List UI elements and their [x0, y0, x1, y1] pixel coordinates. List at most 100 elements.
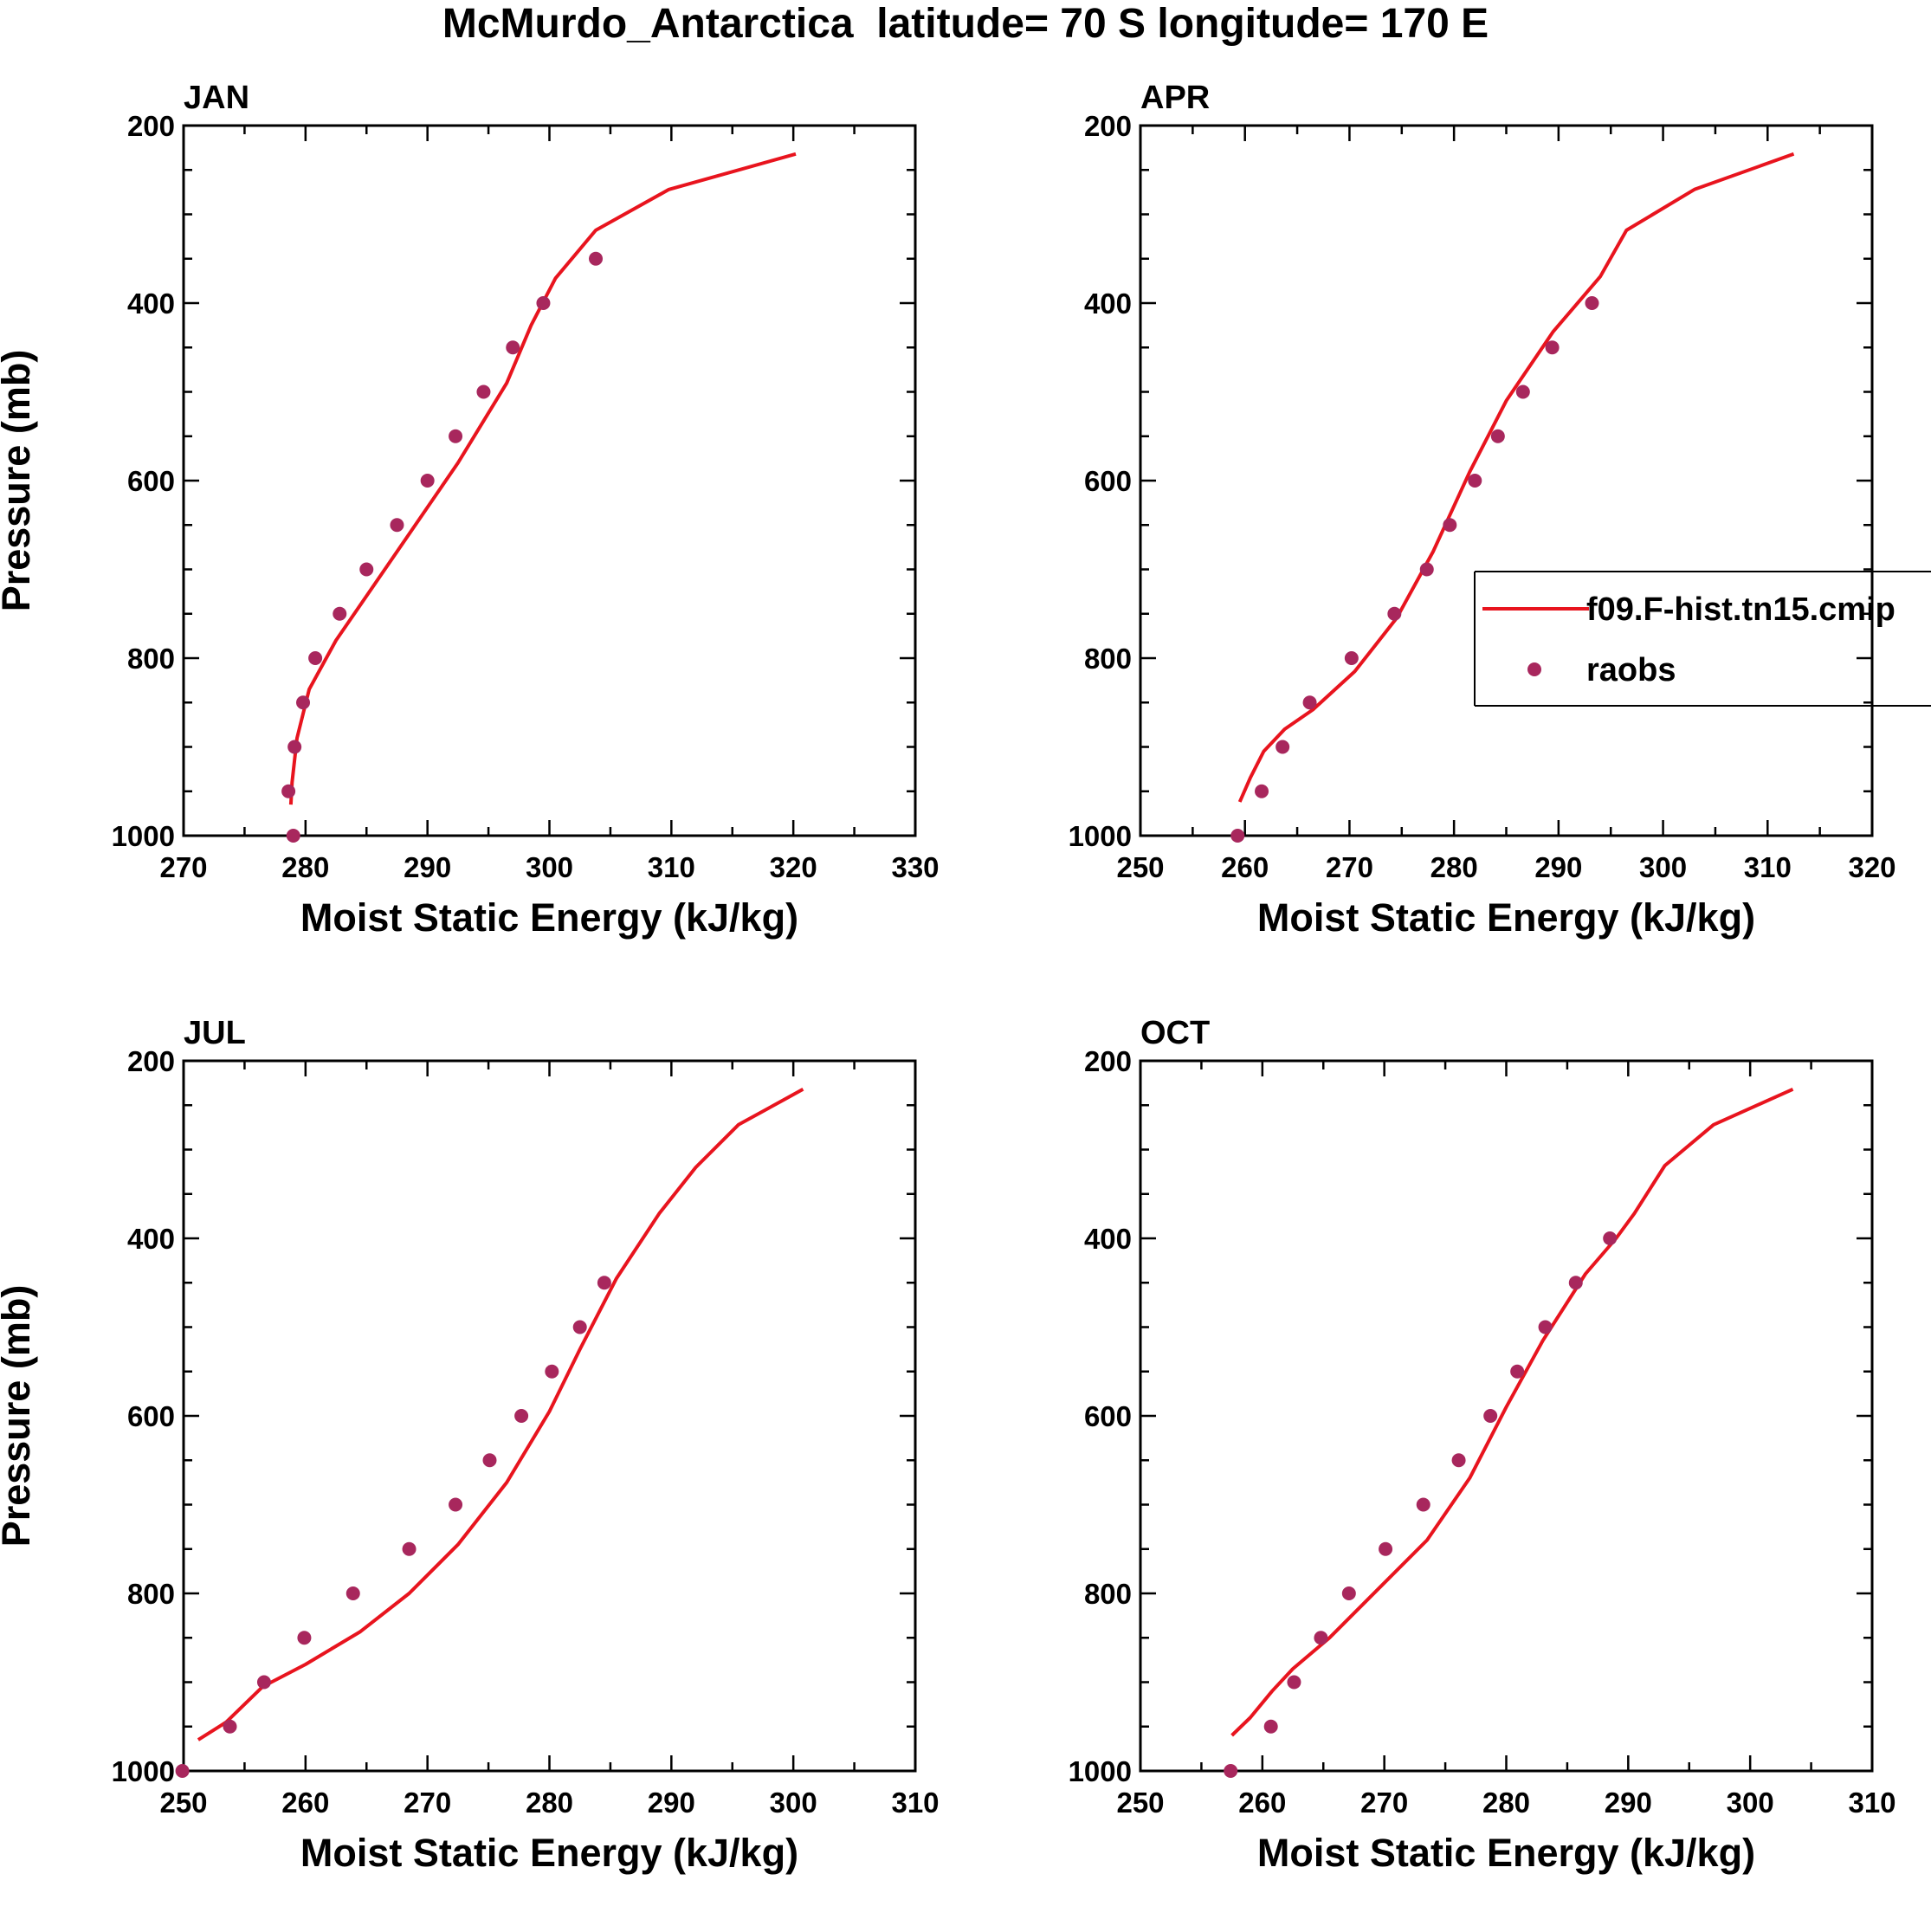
y-tick-label: 400: [127, 288, 175, 320]
y-tick-label: 600: [127, 465, 175, 497]
panel-label: JAN: [184, 80, 249, 116]
chart-panel-oct: OCT 250 260 270 280 290 300 310 200 400 600 800 1000…: [1069, 1015, 1896, 1875]
obs-point: [223, 1719, 237, 1734]
y-axis-label: Pressure (mb): [0, 350, 38, 612]
y-tick-label: 800: [127, 643, 175, 675]
figure-title: McMurdo_Antarctica latitude= 70 S longit…: [442, 1, 1489, 47]
y-tick-label: 400: [1084, 1223, 1132, 1255]
obs-point: [1515, 384, 1530, 399]
panel-label: OCT: [1140, 1015, 1210, 1051]
obs-point: [1538, 1320, 1553, 1334]
model-series-line: [288, 152, 797, 805]
y-tick-label: 800: [1084, 1578, 1132, 1610]
y-tick-label: 400: [127, 1223, 175, 1255]
x-tick-label: 310: [891, 1787, 939, 1819]
panel-label: JUL: [184, 1015, 246, 1051]
obs-point: [1419, 562, 1434, 577]
plot-frame: [1139, 1059, 1874, 1773]
obs-point: [1344, 651, 1359, 665]
y-tick-label: 800: [127, 1578, 175, 1610]
y-tick-label: 600: [1084, 465, 1132, 497]
y-tick-label: 200: [1084, 1045, 1132, 1077]
obs-point: [175, 1764, 190, 1778]
obs-point: [449, 429, 463, 443]
panel-label: APR: [1140, 80, 1210, 116]
x-tick-label: 260: [281, 1787, 329, 1819]
obs-point: [514, 1409, 529, 1423]
obs-point: [281, 784, 296, 798]
x-tick-label: 290: [404, 851, 451, 883]
x-tick-label: 270: [1360, 1787, 1408, 1819]
x-tick-label: 310: [648, 851, 695, 883]
legend-obs-marker: [1527, 662, 1541, 676]
x-tick-label: 300: [770, 1787, 817, 1819]
model-series-line: [197, 1088, 804, 1741]
x-tick-label: 270: [159, 851, 207, 883]
plot-frame: [182, 124, 917, 837]
x-tick-label: 330: [891, 851, 939, 883]
obs-point: [572, 1320, 587, 1334]
plot-frame: [1139, 124, 1874, 837]
x-tick-label: 320: [770, 851, 817, 883]
obs-point: [545, 1364, 559, 1379]
obs-point: [420, 474, 435, 488]
obs-point: [1314, 1631, 1328, 1645]
legend-model-label: f09.F-hist.tn15.cmip: [1586, 591, 1895, 628]
obs-point: [1510, 1364, 1525, 1379]
x-tick-label: 310: [1848, 1787, 1895, 1819]
obs-point: [346, 1586, 360, 1600]
x-tick-label: 300: [526, 851, 573, 883]
obs-point: [1468, 474, 1482, 488]
obs-point: [256, 1675, 271, 1690]
x-tick-label: 290: [648, 1787, 695, 1819]
obs-point: [296, 695, 311, 710]
obs-point: [1387, 606, 1402, 621]
x-tick-label: 260: [1221, 851, 1269, 883]
obs-point: [402, 1541, 417, 1556]
y-tick-label: 1000: [112, 820, 175, 852]
obs-point: [1451, 1453, 1466, 1468]
x-axis-label: Moist Static Energy (kJ/kg): [1257, 1831, 1755, 1875]
x-tick-label: 290: [1605, 1787, 1652, 1819]
obs-point: [1416, 1497, 1430, 1512]
x-tick-label: 310: [1744, 851, 1792, 883]
obs-point: [1585, 296, 1599, 310]
x-tick-label: 280: [1482, 1787, 1530, 1819]
y-tick-label: 1000: [1069, 1755, 1132, 1787]
obs-point: [333, 606, 347, 621]
x-tick-label: 250: [159, 1787, 207, 1819]
obs-point: [1275, 740, 1290, 754]
x-axis-label: Moist Static Energy (kJ/kg): [300, 1831, 798, 1875]
obs-point: [1545, 340, 1560, 355]
obs-point: [1443, 518, 1457, 533]
obs-point: [390, 518, 404, 533]
x-tick-label: 300: [1639, 851, 1687, 883]
obs-point: [597, 1276, 611, 1290]
y-axis-label: Pressure (mb): [0, 1285, 38, 1548]
y-tick-label: 200: [127, 1045, 175, 1077]
x-tick-label: 280: [526, 1787, 573, 1819]
x-tick-label: 290: [1534, 851, 1582, 883]
y-tick-label: 400: [1084, 288, 1132, 320]
obs-point: [449, 1497, 463, 1512]
y-tick-label: 1000: [112, 1755, 175, 1787]
y-tick-label: 200: [1084, 110, 1132, 142]
obs-point: [1224, 1764, 1238, 1778]
obs-point: [287, 740, 302, 754]
x-axis-label: Moist Static Energy (kJ/kg): [1257, 895, 1755, 940]
obs-point: [297, 1631, 312, 1645]
panels: JAN 270 280 290 300 310 320 330 200 400 600 800 1000…: [0, 80, 1931, 1875]
plot-frame: [182, 1059, 917, 1773]
chart-panel-jan: JAN 270 280 290 300 310 320 330 200 400 600 800 1000…: [0, 80, 940, 940]
obs-point: [1490, 429, 1505, 443]
x-tick-label: 320: [1848, 851, 1895, 883]
obs-point: [1603, 1231, 1618, 1245]
x-tick-label: 300: [1727, 1787, 1774, 1819]
x-axis-label: Moist Static Energy (kJ/kg): [300, 895, 798, 940]
x-tick-label: 270: [404, 1787, 451, 1819]
obs-point: [589, 251, 604, 266]
obs-point: [1568, 1276, 1583, 1290]
obs-point: [1302, 695, 1317, 710]
obs-point: [1379, 1541, 1393, 1556]
